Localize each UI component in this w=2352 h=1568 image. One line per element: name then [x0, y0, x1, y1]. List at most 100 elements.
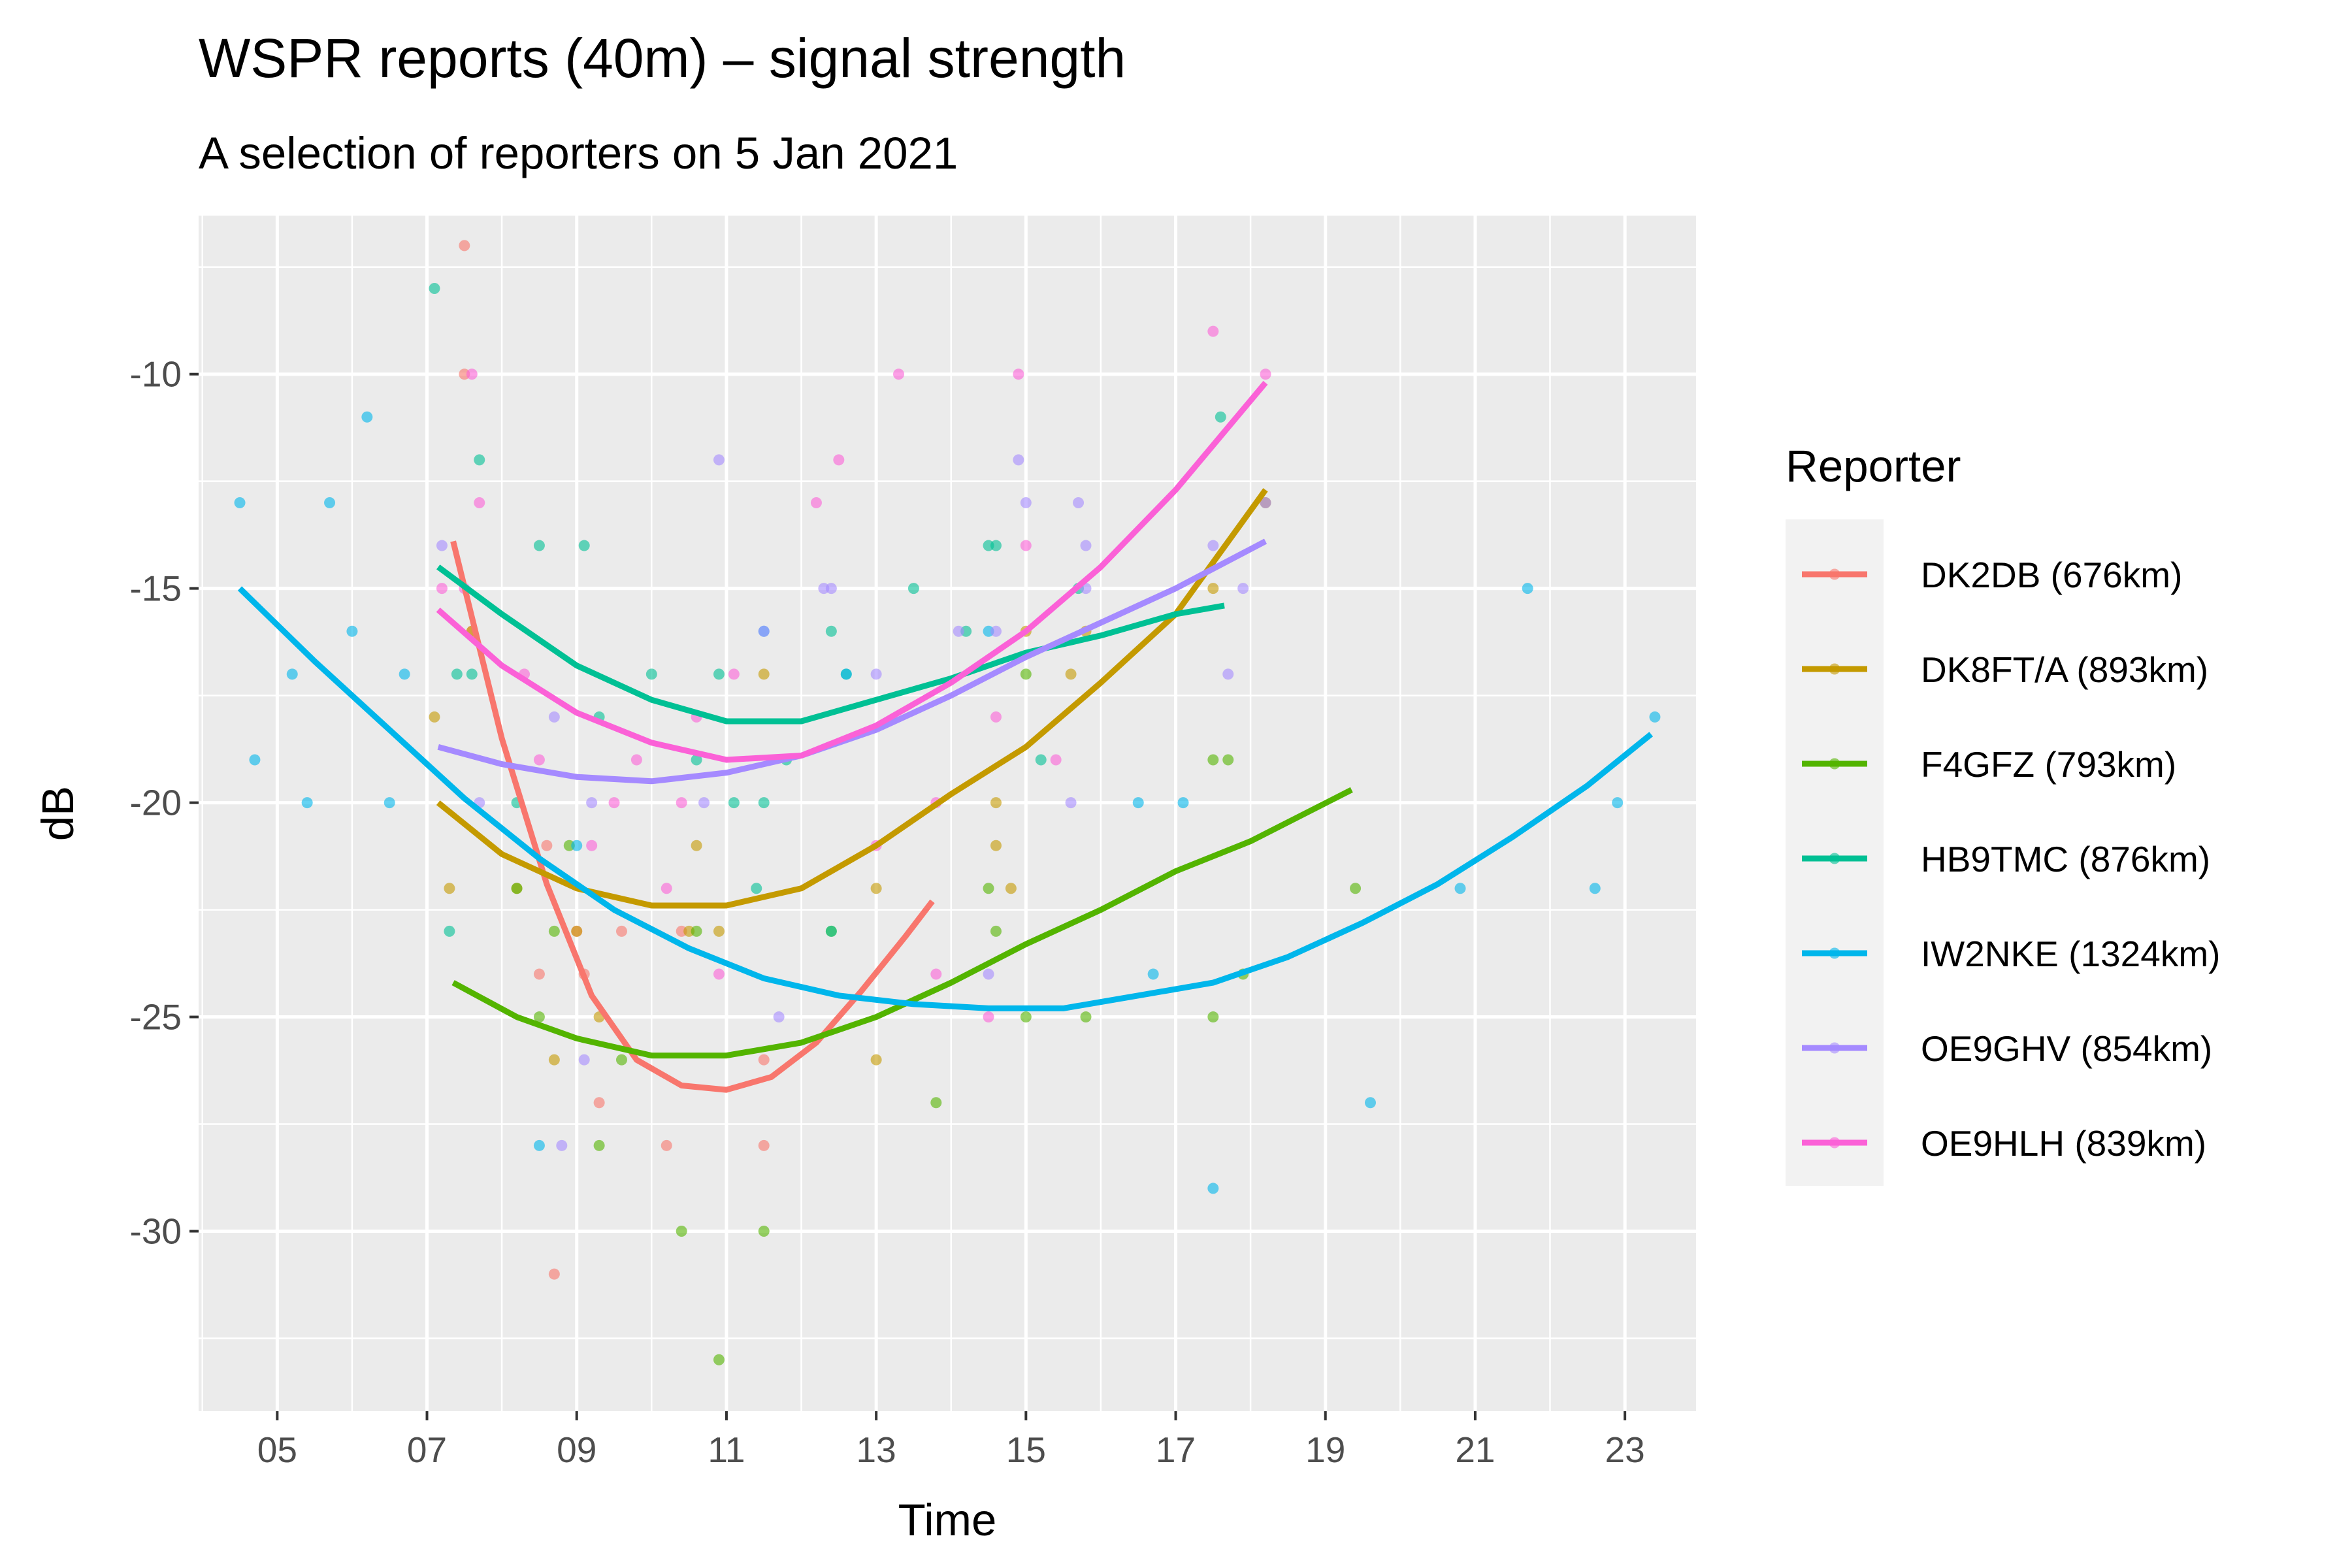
data-point: [571, 925, 583, 937]
data-point: [990, 711, 1002, 723]
grid-major: [199, 216, 1696, 1411]
data-point: [451, 668, 463, 680]
data-point: [758, 797, 770, 809]
legend-key-point: [1829, 1137, 1840, 1149]
data-point: [691, 925, 702, 937]
data-point: [384, 797, 395, 809]
data-point: [676, 797, 687, 809]
data-point: [459, 240, 470, 252]
legend-key-point: [1829, 947, 1840, 959]
data-point: [840, 668, 852, 680]
legend-key-point: [1829, 1042, 1840, 1054]
data-point: [630, 754, 642, 766]
data-point: [1260, 497, 1271, 508]
data-point: [1080, 540, 1092, 551]
data-point: [751, 883, 762, 894]
data-point: [893, 368, 905, 380]
data-point: [466, 368, 478, 380]
legend-key-point: [1829, 758, 1840, 770]
x-axis: 05 07 09 11 13 15 17 19 21 23: [257, 1411, 1645, 1470]
data-point: [758, 625, 770, 637]
data-point: [661, 1139, 672, 1151]
data-point: [324, 497, 336, 508]
data-point: [1050, 754, 1062, 766]
data-point: [586, 797, 598, 809]
data-point: [578, 1054, 590, 1066]
data-point: [676, 1226, 687, 1237]
data-point: [728, 797, 740, 809]
data-point: [1065, 668, 1077, 680]
data-point: [541, 840, 553, 851]
data-point: [645, 668, 657, 680]
data-point: [758, 1226, 770, 1237]
data-point: [953, 625, 964, 637]
x-tick-label: 05: [257, 1429, 297, 1470]
data-point: [825, 583, 837, 595]
legend-label: DK2DB (676km): [1921, 555, 2182, 595]
data-point: [1207, 325, 1219, 337]
legend-key-background: [1786, 519, 1884, 1186]
data-point: [990, 540, 1002, 551]
data-point: [691, 840, 702, 851]
data-point: [907, 583, 919, 595]
data-point: [346, 625, 358, 637]
data-point: [586, 840, 598, 851]
data-point: [930, 1097, 942, 1109]
x-tick-label: 17: [1156, 1429, 1196, 1470]
data-point: [429, 711, 440, 723]
y-tick-label: -20: [130, 783, 182, 823]
data-point: [533, 540, 545, 551]
data-point: [361, 411, 373, 423]
data-point: [930, 968, 942, 980]
data-point: [758, 1139, 770, 1151]
data-point: [870, 883, 882, 894]
x-tick-label: 09: [557, 1429, 596, 1470]
data-point: [758, 1054, 770, 1066]
data-point: [1522, 583, 1533, 595]
data-point: [713, 968, 725, 980]
data-point: [1005, 883, 1017, 894]
data-point: [990, 925, 1002, 937]
data-point: [983, 968, 994, 980]
data-point: [1207, 754, 1219, 766]
data-point: [698, 797, 710, 809]
data-point: [548, 1054, 560, 1066]
data-point: [870, 1054, 882, 1066]
data-point: [1260, 368, 1271, 380]
data-point: [1207, 1183, 1219, 1194]
data-point: [983, 1011, 994, 1023]
legend-label: HB9TMC (876km): [1921, 839, 2210, 879]
data-point: [773, 1011, 785, 1023]
data-points-layer: [234, 240, 1661, 1365]
data-point: [713, 454, 725, 466]
trend-lines-layer: [237, 380, 1654, 1093]
data-point: [533, 1139, 545, 1151]
data-point: [615, 925, 627, 937]
trend-line: [436, 488, 1268, 909]
data-point: [983, 883, 994, 894]
legend-label: DK8FT/A (893km): [1921, 649, 2208, 690]
data-point: [1020, 540, 1032, 551]
legend-label: IW2NKE (1324km): [1921, 934, 2220, 974]
data-point: [713, 925, 725, 937]
legend-label: OE9GHV (854km): [1921, 1028, 2212, 1069]
legend-items: DK2DB (676km) DK8FT/A (893km) F4GFZ (793km…: [1802, 555, 2220, 1164]
legend-title: Reporter: [1786, 441, 1961, 491]
y-axis-title: dB: [33, 786, 83, 841]
trend-line: [436, 380, 1268, 763]
data-point: [1364, 1097, 1376, 1109]
chart-subtitle: A selection of reporters on 5 Jan 2021: [199, 128, 958, 178]
data-point: [474, 497, 485, 508]
data-point: [1020, 668, 1032, 680]
data-point: [1589, 883, 1601, 894]
data-point: [286, 668, 298, 680]
x-tick-label: 13: [857, 1429, 896, 1470]
legend: Reporter DK2DB (676km) DK8FT/A (893km) F4G…: [1786, 441, 2220, 1186]
data-point: [301, 797, 313, 809]
trend-line: [237, 586, 1654, 1011]
y-tick-label: -10: [130, 354, 182, 395]
data-point: [1013, 368, 1024, 380]
y-tick-label: -30: [130, 1211, 182, 1252]
data-point: [1350, 883, 1362, 894]
